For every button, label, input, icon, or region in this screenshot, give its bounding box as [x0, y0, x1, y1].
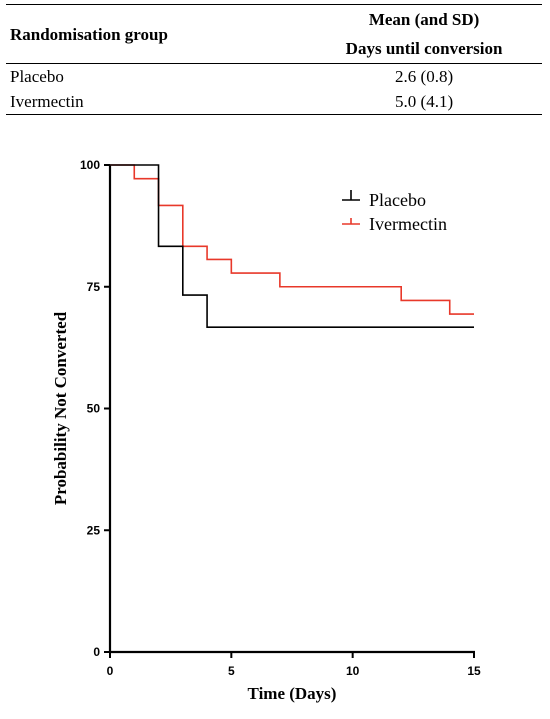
y-tick-label: 25 — [87, 523, 101, 537]
header-randomisation-group: Randomisation group — [6, 4, 307, 64]
series-line-ivermectin — [110, 164, 474, 315]
survival-chart: 0 25 50 75 100 0 5 10 15 Time (Days) Probability N… — [51, 158, 481, 703]
row-mean-value: 2.6 (0.8) — [395, 67, 454, 86]
header-days-until-conversion: Days until conversion — [306, 34, 542, 64]
x-tick-label: 5 — [228, 664, 235, 678]
results-table-container: Randomisation group Mean (and SD) Days u… — [6, 4, 542, 115]
series-line-placebo — [110, 164, 474, 328]
y-tick-label: 75 — [87, 280, 101, 294]
x-tick-label: 0 — [107, 664, 114, 678]
y-tick-label: 0 — [93, 645, 100, 659]
legend-label: Ivermectin — [369, 214, 447, 234]
table-header-row: Randomisation group Mean (and SD) — [6, 4, 542, 64]
x-axis-label: Time (Days) — [248, 684, 337, 703]
table-header-row-2: Days until conversion — [6, 34, 542, 64]
x-tick-label: 10 — [346, 664, 360, 678]
legend-label: Placebo — [369, 190, 426, 210]
survival-chart-container: 0 25 50 75 100 0 5 10 15 Time (Days) Probability N… — [0, 140, 550, 714]
y-tick-label: 100 — [80, 158, 100, 172]
results-table: Randomisation group Mean (and SD) Days u… — [6, 4, 542, 115]
table-row: Ivermectin 5.0 (4.1) — [6, 89, 542, 115]
row-group-label: Ivermectin — [6, 89, 307, 115]
header-mean-sd: Mean (and SD) — [306, 4, 542, 34]
row-group-label: Placebo — [10, 67, 64, 86]
row-mean-value: 5.0 (4.1) — [306, 89, 542, 115]
y-axis-label: Probability Not Converted — [51, 311, 70, 505]
x-tick-label: 15 — [467, 664, 481, 678]
y-tick-label: 50 — [87, 402, 101, 416]
table-row: Placebo 2.6 (0.8) — [6, 64, 542, 90]
